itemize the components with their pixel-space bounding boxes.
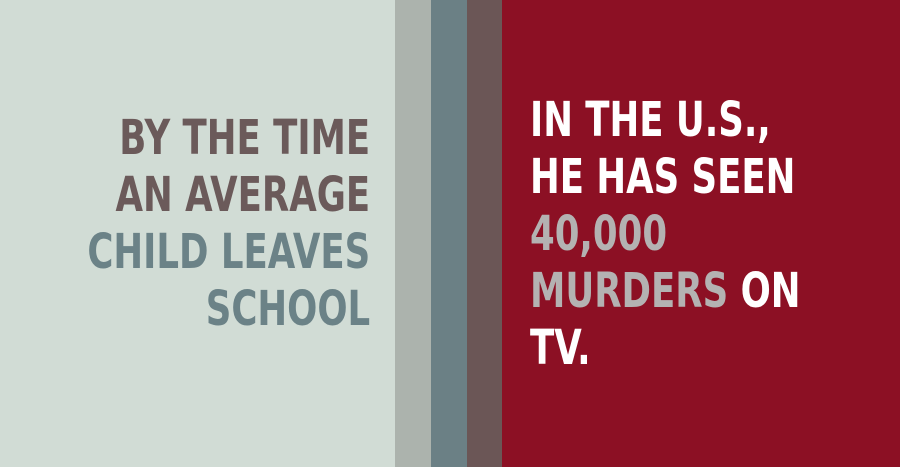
left-line-2: AN AVERAGE [115, 167, 370, 223]
murders-highlight: MURDERS [530, 263, 729, 319]
right-statement: IN THE U.S., HE HAS SEEN 40,000 MURDERS … [530, 92, 896, 377]
stripe-brown [467, 0, 502, 467]
right-line-5: TV. [530, 320, 591, 376]
right-line-3-number: 40,000 [530, 206, 668, 262]
left-line-1: BY THE TIME [119, 110, 370, 166]
stripe-light-gray [395, 0, 431, 467]
stripe-slate [431, 0, 467, 467]
right-line-4: MURDERS ON [530, 263, 801, 320]
right-panel [502, 0, 900, 467]
right-line-4-rest: ON [728, 263, 801, 319]
left-statement: BY THE TIME AN AVERAGE CHILD LEAVES SCHO… [0, 110, 370, 338]
right-line-2: HE HAS SEEN [530, 149, 796, 205]
left-panel [0, 0, 395, 467]
right-line-1: IN THE U.S., [530, 92, 771, 148]
left-line-3: CHILD LEAVES [87, 224, 370, 280]
left-line-4: SCHOOL [205, 281, 370, 337]
